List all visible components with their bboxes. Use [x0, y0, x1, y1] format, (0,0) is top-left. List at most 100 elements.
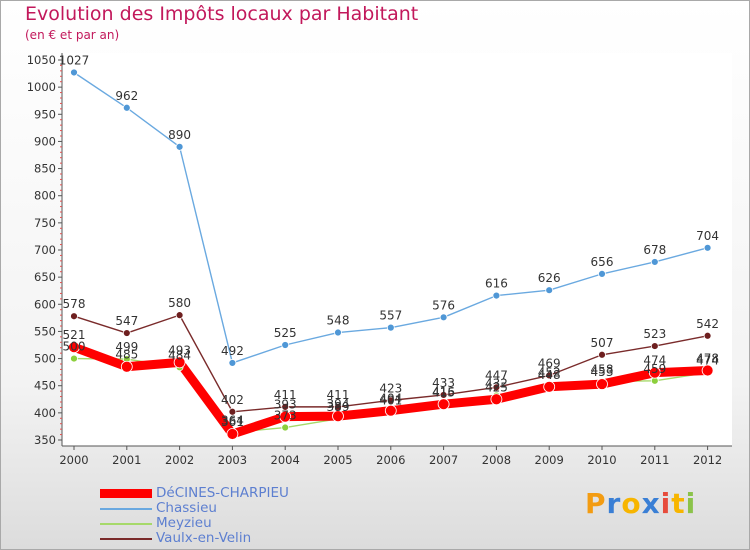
- data-label: 521: [63, 328, 86, 342]
- legend-swatch: [100, 523, 152, 525]
- y-tick-label: 950: [34, 107, 56, 121]
- data-label: 523: [643, 327, 666, 341]
- data-point: [596, 378, 608, 390]
- y-tick-label: 700: [34, 243, 56, 257]
- chart-subtitle: (en € et par an): [25, 28, 120, 42]
- y-tick-label: 1050: [27, 53, 56, 67]
- data-label: 411: [274, 388, 297, 402]
- data-point: [332, 410, 344, 423]
- data-point: [281, 402, 290, 411]
- y-tick-label: 850: [34, 162, 56, 176]
- data-point: [490, 393, 503, 406]
- data-point: [598, 350, 606, 359]
- x-tick-label: 2005: [323, 453, 352, 467]
- data-point: [122, 103, 131, 112]
- data-label: 548: [327, 314, 350, 328]
- x-tick-label: 2004: [271, 453, 300, 467]
- data-label: 704: [696, 229, 719, 243]
- data-point: [120, 360, 133, 373]
- data-point: [334, 328, 342, 337]
- data-label: 580: [168, 296, 191, 310]
- data-label: 432: [485, 376, 508, 390]
- x-tick-label: 2008: [482, 453, 511, 467]
- data-label: 525: [274, 326, 297, 340]
- data-label: 433: [432, 376, 455, 390]
- data-point: [598, 269, 606, 278]
- data-label: 616: [485, 277, 508, 291]
- y-tick-label: 650: [34, 270, 56, 284]
- x-tick-label: 2003: [218, 453, 247, 467]
- data-label: 478: [696, 352, 719, 366]
- data-label: 626: [538, 271, 561, 285]
- data-label: 459: [643, 362, 666, 376]
- data-point: [492, 291, 501, 300]
- data-label: 423: [379, 381, 402, 395]
- y-tick-label: 450: [34, 379, 56, 393]
- data-point: [122, 329, 131, 337]
- data-label: 485: [115, 348, 138, 362]
- data-label: 547: [115, 314, 138, 328]
- data-point: [173, 356, 186, 369]
- data-point: [650, 342, 659, 350]
- data-point: [70, 68, 78, 77]
- data-label: 542: [696, 317, 719, 331]
- data-label: 447: [485, 368, 508, 382]
- data-point: [281, 423, 290, 432]
- x-tick-label: 2012: [693, 453, 722, 467]
- logo-letter: i: [660, 487, 672, 520]
- data-label: 1027: [59, 53, 90, 67]
- x-tick-label: 2000: [59, 453, 88, 467]
- data-label: 474: [643, 354, 666, 368]
- legend-label: Meyzieu: [156, 515, 212, 531]
- data-point: [228, 359, 237, 367]
- logo-letter: i: [685, 487, 697, 520]
- logo-letter: o: [621, 487, 642, 520]
- data-label: 500: [63, 340, 86, 354]
- data-label: 401: [379, 393, 402, 407]
- data-label: 373: [274, 409, 297, 423]
- x-tick-label: 2002: [165, 453, 194, 467]
- data-point: [439, 313, 448, 322]
- data-label: 576: [432, 298, 455, 312]
- chart-title: Evolution des Impôts locaux par Habitant: [25, 3, 419, 25]
- data-point: [386, 396, 395, 405]
- x-tick-label: 2006: [376, 453, 405, 467]
- legend-swatch: [100, 508, 152, 510]
- data-label: 394: [327, 397, 350, 411]
- data-label: 678: [643, 243, 666, 257]
- data-label: 484: [168, 348, 191, 362]
- data-point: [648, 366, 661, 379]
- data-point: [175, 311, 184, 320]
- logo-letter: x: [641, 487, 661, 520]
- data-label: 458: [591, 362, 614, 376]
- data-point: [279, 410, 292, 423]
- data-label: 474: [696, 354, 719, 368]
- data-label: 557: [379, 309, 402, 323]
- data-label: 402: [221, 393, 244, 407]
- data-point: [492, 383, 501, 392]
- y-tick-label: 350: [34, 433, 56, 447]
- data-point: [545, 371, 554, 380]
- y-tick-label: 1000: [27, 80, 56, 94]
- data-label: 493: [168, 343, 191, 357]
- data-label: 492: [221, 344, 244, 358]
- data-label: 411: [327, 388, 350, 402]
- proxiti-logo: Proxiti: [585, 487, 696, 520]
- data-point: [70, 354, 78, 363]
- data-label: 962: [115, 89, 138, 103]
- data-point: [386, 323, 395, 332]
- y-tick-label: 600: [34, 297, 56, 311]
- data-point: [384, 404, 397, 417]
- y-tick-label: 550: [34, 324, 56, 338]
- x-tick-label: 2009: [535, 453, 564, 467]
- y-tick-label: 500: [34, 352, 56, 366]
- data-label: 415: [432, 386, 455, 400]
- data-point: [650, 258, 659, 266]
- data-label: 404: [379, 392, 402, 406]
- data-point: [68, 341, 80, 354]
- x-tick-label: 2011: [640, 453, 669, 467]
- legend-swatch: [100, 489, 152, 498]
- logo-letter: P: [585, 487, 607, 520]
- x-tick-label: 2010: [587, 453, 616, 467]
